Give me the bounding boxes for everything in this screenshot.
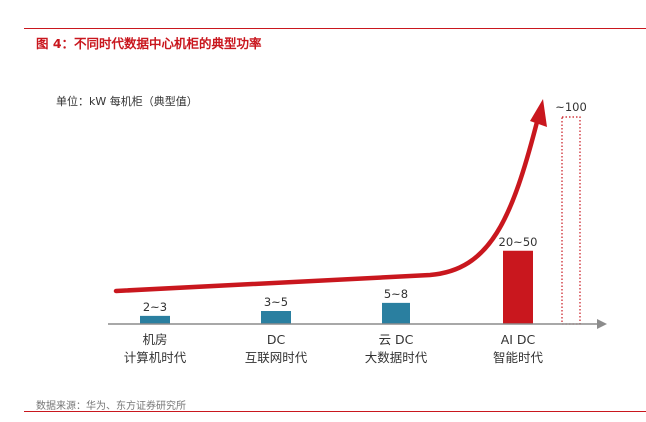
bar-3 <box>503 250 533 324</box>
category-label-2-line1: 云 DC <box>379 332 414 347</box>
category-label-2-line2: 大数据时代 <box>365 350 428 365</box>
bottom-rule <box>24 411 646 412</box>
category-label-0-line2: 计算机时代 <box>124 350 187 365</box>
figure-title: 图 4：不同时代数据中心机柜的典型功率 <box>36 36 262 51</box>
trend-arrow-line <box>113 115 541 294</box>
category-label-3-line2: 智能时代 <box>493 350 544 365</box>
category-label-0-line1: 机房 <box>142 332 167 347</box>
projected-value-label: ~100 <box>555 100 587 114</box>
category-label-1-line2: 互联网时代 <box>245 350 308 365</box>
bar-0 <box>140 315 170 324</box>
category-label-3-line1: AI DC <box>501 332 536 347</box>
unit-label: 单位：kW 每机柜（典型值） <box>56 95 198 108</box>
bar-1 <box>261 311 291 324</box>
bar-value-label-3: 20~50 <box>499 235 538 249</box>
category-label-1-line1: DC <box>267 332 286 347</box>
bar-value-label-1: 3~5 <box>264 295 288 309</box>
source-note: 数据来源：华为、东方证券研究所 <box>36 401 186 412</box>
top-rule <box>24 28 646 29</box>
bar-2 <box>382 302 410 324</box>
bar-value-label-2: 5~8 <box>384 287 408 301</box>
bar-value-label-0: 2~3 <box>143 300 167 314</box>
projected-bar <box>561 116 581 325</box>
trend-arrow-head <box>530 99 547 127</box>
x-axis-arrowhead <box>597 319 607 329</box>
